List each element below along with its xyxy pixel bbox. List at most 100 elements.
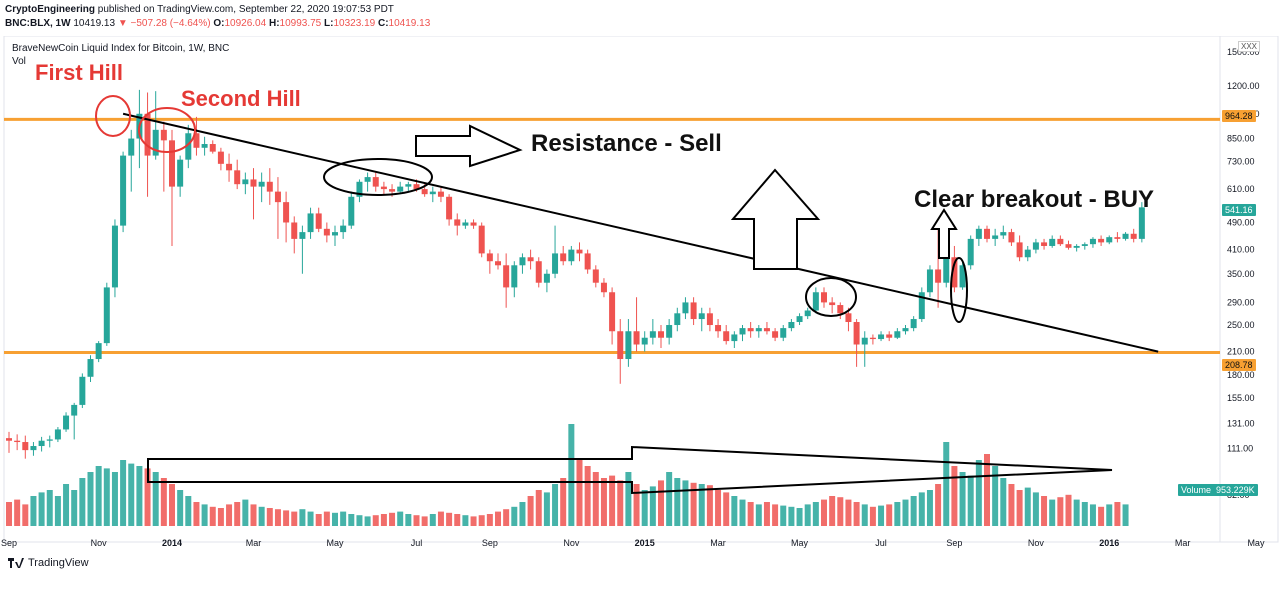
candle-body: [731, 334, 738, 342]
volume-bar: [902, 499, 909, 526]
volume-bar: [592, 472, 599, 526]
volume-bar: [690, 482, 697, 526]
candle-body: [625, 331, 632, 360]
candle-body: [1024, 249, 1031, 258]
candle-body: [503, 265, 510, 288]
volume-bar: [780, 505, 787, 526]
open-label: O:: [213, 18, 225, 29]
tradingview-logo[interactable]: TradingView: [8, 557, 89, 569]
volume-bar: [975, 460, 982, 526]
candle-body: [886, 334, 893, 338]
first-hill-circle: [95, 95, 131, 137]
volume-bar: [788, 506, 795, 526]
chart-header: CryptoEngineering published on TradingVi…: [5, 3, 430, 31]
candle-body: [144, 113, 151, 156]
candle-body: [160, 129, 167, 141]
candle-body: [446, 196, 453, 220]
candle-body: [1122, 233, 1129, 239]
volume-bar: [853, 502, 860, 526]
candle-body: [258, 181, 265, 187]
candle-body: [152, 129, 159, 156]
volume-bar: [926, 490, 933, 526]
symbol-label: BNC:BLX, 1W: [5, 18, 71, 29]
candle-body: [723, 331, 730, 342]
volume-bar: [543, 492, 550, 526]
candle-body: [609, 292, 616, 332]
volume-bar: [46, 490, 53, 526]
volume-bar: [429, 514, 436, 526]
volume-bar: [177, 490, 184, 526]
candle-body: [389, 189, 396, 192]
volume-bar: [234, 502, 241, 526]
candle-body: [128, 138, 135, 156]
volume-bar: [446, 512, 453, 526]
candle-body: [690, 302, 697, 320]
volume-bar: [935, 484, 942, 526]
volume-bar: [315, 514, 322, 526]
volume-bar: [274, 509, 281, 526]
author-name[interactable]: CryptoEngineering: [5, 4, 96, 15]
volume-bar: [568, 424, 575, 526]
tradingview-logo-icon: [8, 558, 24, 568]
x-tick-label: Nov: [1028, 538, 1045, 548]
candle-body: [209, 144, 216, 152]
volume-tag-label: Volume: [1181, 485, 1212, 495]
price-chart[interactable]: 1500.001200.001000.00850.00730.00610.004…: [0, 36, 1280, 548]
volume-bar: [731, 496, 738, 526]
candle-body: [6, 438, 12, 441]
volume-bar: [397, 511, 404, 526]
candle-body: [226, 163, 233, 171]
volume-bar: [332, 512, 338, 526]
candle-body: [543, 273, 550, 283]
up-arrow-large: [730, 168, 821, 270]
volume-bar: [617, 480, 624, 526]
axis-settings-button[interactable]: XXX: [1238, 41, 1261, 52]
volume-bar: [503, 509, 510, 526]
volume-bar: [307, 511, 314, 526]
candle-body: [698, 313, 705, 320]
y-tick-label: 111.00: [1227, 444, 1253, 454]
candle-body: [837, 305, 844, 314]
volume-bar: [421, 516, 428, 526]
volume-bar: [405, 514, 412, 526]
volume-bar: [1057, 497, 1064, 526]
volume-bar: [1000, 478, 1007, 526]
breakout-annotation: Clear breakout - BUY: [914, 186, 1155, 213]
candle-body: [111, 225, 118, 288]
candle-body: [95, 343, 102, 360]
volume-bar: [144, 468, 151, 526]
volume-bar: [527, 496, 534, 526]
candle-body: [120, 155, 127, 226]
candle-body: [935, 269, 942, 283]
volume-bar: [967, 475, 974, 526]
volume-bar: [1098, 506, 1105, 526]
tradingview-logo-text: TradingView: [28, 557, 89, 569]
candle-body: [372, 177, 379, 187]
x-tick-label: Mar: [1175, 538, 1191, 548]
volume-bar: [894, 502, 901, 526]
y-tick-label: 1200.00: [1227, 81, 1260, 91]
volume-bar: [95, 466, 102, 526]
candle-body: [63, 415, 70, 430]
candle-body: [87, 359, 94, 377]
candle-body: [535, 261, 542, 283]
candle-body: [649, 331, 656, 338]
candle-body: [71, 404, 78, 416]
candle-body: [1041, 242, 1048, 246]
volume-bar: [1049, 499, 1056, 526]
volume-bar: [79, 478, 86, 526]
volume-bar: [291, 511, 298, 526]
candle-body: [943, 257, 950, 283]
candle-body: [1065, 244, 1072, 248]
publish-info: published on TradingView.com, September …: [97, 4, 394, 15]
volume-bar: [625, 472, 632, 526]
candle-body: [437, 191, 444, 197]
x-tick-label: Sep: [1, 538, 17, 548]
x-tick-label: Jul: [411, 538, 423, 548]
volume-bar: [698, 484, 705, 526]
retest-ellipse: [805, 277, 857, 317]
candle-body: [46, 439, 53, 441]
candle-body: [332, 232, 338, 236]
y-tick-label: 850.00: [1227, 134, 1255, 144]
candle-body: [1057, 238, 1064, 245]
